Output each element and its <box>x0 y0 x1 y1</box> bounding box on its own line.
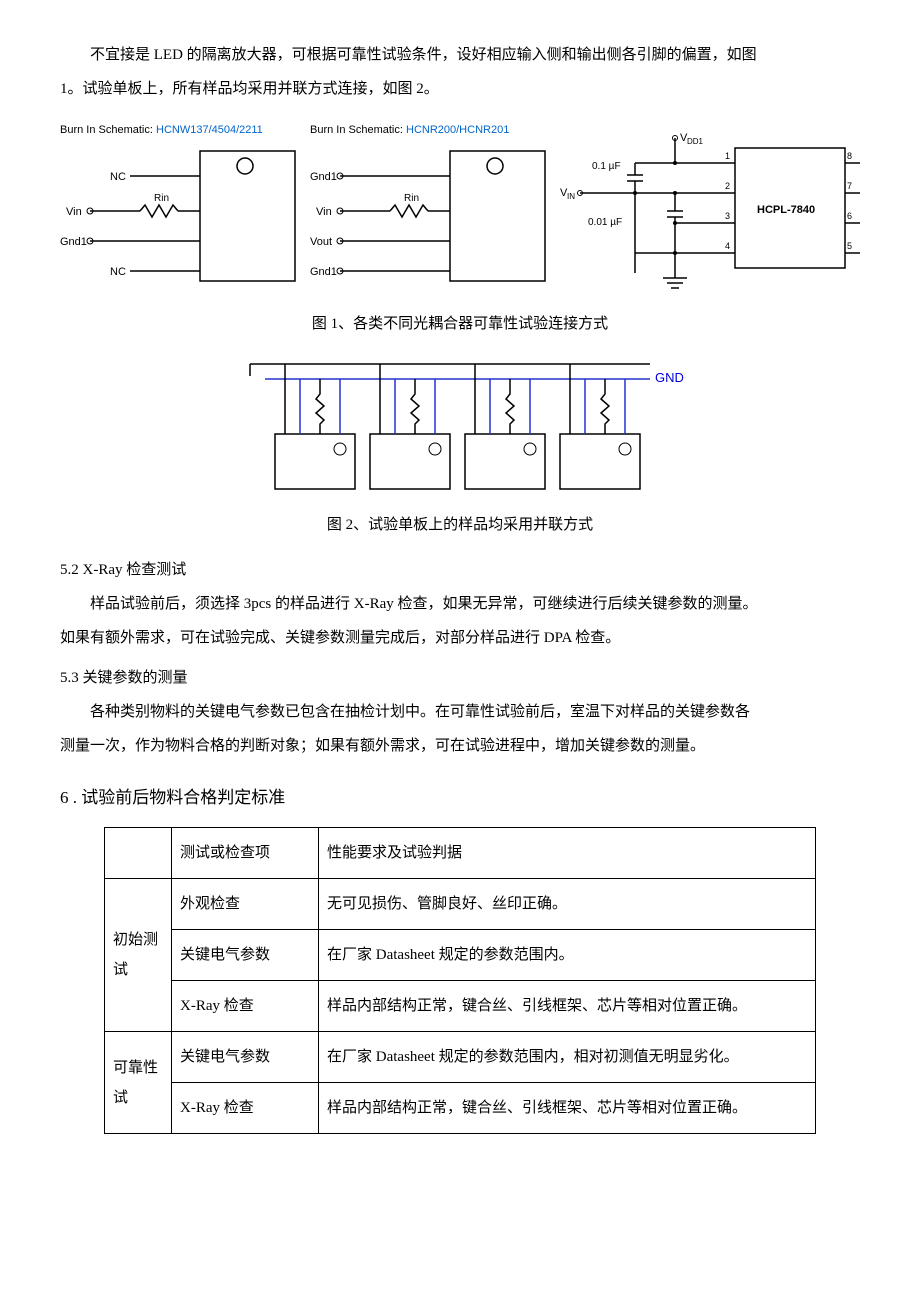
unit-2 <box>370 364 450 489</box>
cell-item: X-Ray 检查 <box>172 981 319 1032</box>
sec-5-3-heading: 5.3 关键参数的测量 <box>60 663 860 693</box>
schematic-right: HCPL-7840 1 2 3 4 8 7 6 5 VDD1 0.1 µF <box>560 133 860 304</box>
label-prefix: Burn In Schematic: <box>310 124 406 136</box>
svg-text:5: 5 <box>847 241 852 251</box>
header-req: 性能要求及试验判据 <box>319 828 816 879</box>
svg-text:IN: IN <box>567 192 575 201</box>
cell-req: 在厂家 Datasheet 规定的参数范围内，相对初测值无明显劣化。 <box>319 1032 816 1083</box>
svg-text:Vout: Vout <box>310 236 332 248</box>
cell-req: 无可见损伤、管脚良好、丝印正确。 <box>319 879 816 930</box>
svg-text:Rin: Rin <box>404 193 419 204</box>
svg-text:6: 6 <box>847 211 852 221</box>
sec-5-2-p2: 如果有额外需求，可在试验完成、关键参数测量完成后，对部分样品进行 DPA 检查。 <box>60 623 860 653</box>
pin-vin: Vin <box>66 206 82 218</box>
figure-2-caption: 图 2、试验单板上的样品均采用并联方式 <box>60 510 860 540</box>
figure-2: GND <box>60 354 860 505</box>
header-item: 测试或检查项 <box>172 828 319 879</box>
table-row: X-Ray 检查 样品内部结构正常，键合丝、引线框架、芯片等相对位置正确。 <box>105 1083 816 1134</box>
table-header-row: 测试或检查项 性能要求及试验判据 <box>105 828 816 879</box>
svg-text:DD1: DD1 <box>687 137 704 146</box>
schematic-mid-label: Burn In Schematic: HCNR200/HCNR201 <box>310 119 550 141</box>
svg-text:0.01 µF: 0.01 µF <box>588 217 622 228</box>
cell-item: 外观检查 <box>172 879 319 930</box>
figure-1-caption: 图 1、各类不同光耦合器可靠性试验连接方式 <box>60 309 860 339</box>
svg-text:7: 7 <box>847 181 852 191</box>
figure-1-row: Burn In Schematic: HCNW137/4504/2211 NC … <box>60 119 860 304</box>
unit-3 <box>465 364 545 489</box>
header-blank <box>105 828 172 879</box>
svg-text:0.1 µF: 0.1 µF <box>592 161 621 172</box>
cell-item: X-Ray 检查 <box>172 1083 319 1134</box>
table-row: 初始测试 外观检查 无可见损伤、管脚良好、丝印正确。 <box>105 879 816 930</box>
schematic-left: Burn In Schematic: HCNW137/4504/2211 NC … <box>60 119 300 304</box>
svg-text:Vin: Vin <box>316 206 332 218</box>
schematic-left-label: Burn In Schematic: HCNW137/4504/2211 <box>60 119 300 141</box>
svg-text:2: 2 <box>725 181 730 191</box>
svg-text:Gnd1: Gnd1 <box>310 171 337 183</box>
figure-2-svg: GND <box>230 354 690 494</box>
sec-6-heading: 6 . 试验前后物料合格判定标准 <box>60 781 860 815</box>
unit-1 <box>275 364 355 489</box>
intro-line-2: 1。试验单板上，所有样品均采用并联方式连接，如图 2。 <box>60 74 860 104</box>
table-row: 关键电气参数 在厂家 Datasheet 规定的参数范围内。 <box>105 930 816 981</box>
table-row: X-Ray 检查 样品内部结构正常，键合丝、引线框架、芯片等相对位置正确。 <box>105 981 816 1032</box>
schematic-mid: Burn In Schematic: HCNR200/HCNR201 Gnd1 … <box>310 119 550 304</box>
label-prefix: Burn In Schematic: <box>60 124 156 136</box>
schematic-mid-svg: Gnd1 Vin Rin Vout Gnd1 <box>310 141 550 291</box>
cell-req: 样品内部结构正常，键合丝、引线框架、芯片等相对位置正确。 <box>319 1083 816 1134</box>
svg-text:1: 1 <box>725 151 730 161</box>
svg-text:Gnd1: Gnd1 <box>310 266 337 278</box>
sec-5-3-p2: 测量一次，作为物料合格的判断对象；如果有额外需求，可在试验进程中，增加关键参数的… <box>60 731 860 761</box>
svg-text:3: 3 <box>725 211 730 221</box>
cell-req: 样品内部结构正常，键合丝、引线框架、芯片等相对位置正确。 <box>319 981 816 1032</box>
sec-5-2-heading: 5.2 X-Ray 检查测试 <box>60 555 860 585</box>
svg-text:HCPL-7840: HCPL-7840 <box>757 204 815 216</box>
schematic-left-svg: NC Vin Rin Gnd1 NC <box>60 141 300 291</box>
table-row: 可靠性试 关键电气参数 在厂家 Datasheet 规定的参数范围内，相对初测值… <box>105 1032 816 1083</box>
intro-line-1: 不宜接是 LED 的隔离放大器，可根据可靠性试验条件，设好相应输入侧和输出侧各引… <box>60 40 860 70</box>
pin-gnd1: Gnd1 <box>60 236 87 248</box>
group1-label: 初始测试 <box>105 879 172 1032</box>
group2-label: 可靠性试 <box>105 1032 172 1134</box>
unit-4 <box>560 364 640 489</box>
sec-5-2-p1: 样品试验前后，须选择 3pcs 的样品进行 X-Ray 检查，如果无异常，可继续… <box>60 589 860 619</box>
svg-text:4: 4 <box>725 241 730 251</box>
label-rin: Rin <box>154 193 169 204</box>
cell-item: 关键电气参数 <box>172 930 319 981</box>
cell-req: 在厂家 Datasheet 规定的参数范围内。 <box>319 930 816 981</box>
label-part: HCNR200/HCNR201 <box>406 124 509 136</box>
svg-text:8: 8 <box>847 151 852 161</box>
pin-nc2: NC <box>110 266 126 278</box>
pin-nc: NC <box>110 171 126 183</box>
gnd-label: GND <box>655 370 684 385</box>
schematic-right-svg: HCPL-7840 1 2 3 4 8 7 6 5 VDD1 0.1 µF <box>560 133 860 293</box>
label-part: HCNW137/4504/2211 <box>156 124 263 136</box>
sec-5-3-p1: 各种类别物料的关键电气参数已包含在抽检计划中。在可靠性试验前后，室温下对样品的关… <box>60 697 860 727</box>
criteria-table: 测试或检查项 性能要求及试验判据 初始测试 外观检查 无可见损伤、管脚良好、丝印… <box>104 827 816 1134</box>
cell-item: 关键电气参数 <box>172 1032 319 1083</box>
